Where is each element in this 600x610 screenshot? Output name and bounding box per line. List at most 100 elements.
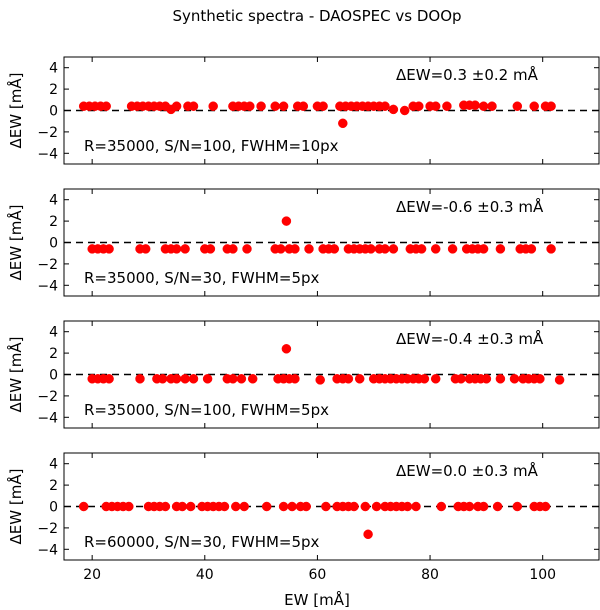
- data-points: [87, 216, 556, 254]
- data-point: [349, 501, 359, 512]
- data-point: [481, 374, 492, 384]
- data-point: [430, 101, 441, 111]
- data-point: [380, 244, 390, 254]
- y-tick-label: 0: [49, 500, 58, 516]
- config-annotation: R=60000, S/N=30, FWHM=5px: [84, 533, 320, 551]
- y-tick-label: 2: [49, 478, 58, 494]
- data-point: [256, 101, 266, 111]
- data-point: [363, 529, 373, 540]
- data-point: [281, 344, 292, 354]
- y-tick-label: 2: [49, 82, 58, 98]
- data-point: [124, 501, 134, 512]
- config-annotation: R=35000, S/N=30, FWHM=5px: [84, 269, 320, 287]
- data-point: [338, 118, 348, 129]
- data-point: [290, 374, 300, 384]
- x-tick-label: 40: [196, 567, 214, 583]
- stat-annotation: ΔEW=0.0 ±0.3 mÅ: [396, 461, 539, 480]
- data-point: [270, 101, 280, 111]
- data-point: [202, 374, 213, 384]
- figure-title: Synthetic spectra - DAOSPEC vs DOOp: [172, 7, 461, 25]
- data-point: [430, 244, 441, 254]
- y-axis-label: ΔEW [mÅ]: [6, 73, 25, 149]
- y-tick-label: 4: [49, 193, 58, 209]
- y-tick-label: 2: [49, 214, 58, 230]
- data-point: [430, 374, 441, 384]
- y-axis-label: ΔEW [mÅ]: [6, 205, 25, 281]
- data-point: [343, 374, 354, 384]
- y-tick-label: 0: [49, 236, 58, 252]
- data-point: [185, 501, 196, 512]
- data-point: [228, 374, 238, 384]
- data-point: [140, 244, 151, 254]
- y-axis-label: ΔEW [mÅ]: [6, 469, 25, 545]
- data-point: [304, 244, 314, 254]
- data-point: [135, 374, 145, 384]
- x-tick-label: 60: [309, 567, 327, 583]
- config-annotation: R=35000, S/N=100, FWHM=5px: [84, 401, 329, 419]
- y-tick-label: 4: [49, 457, 58, 473]
- data-point: [478, 244, 489, 254]
- data-point: [478, 101, 489, 111]
- data-point: [366, 244, 376, 254]
- data-point: [456, 374, 466, 384]
- data-point: [276, 244, 286, 254]
- data-point: [180, 374, 190, 384]
- data-point: [540, 501, 551, 512]
- data-point: [315, 375, 325, 385]
- data-point: [104, 244, 114, 254]
- data-points: [87, 344, 565, 385]
- data-point: [546, 101, 556, 111]
- data-point: [219, 501, 230, 512]
- x-axis-label: EW [mÅ]: [284, 590, 350, 609]
- data-point: [278, 501, 289, 512]
- y-tick-label: −4: [37, 410, 58, 426]
- data-point: [495, 244, 506, 254]
- y-tick-label: −2: [37, 257, 58, 273]
- data-point: [447, 244, 458, 254]
- data-point: [411, 501, 421, 512]
- stat-annotation: ΔEW=-0.4 ±0.3 mÅ: [396, 329, 544, 348]
- data-point: [526, 244, 537, 254]
- data-point: [329, 244, 340, 254]
- data-point: [388, 244, 399, 254]
- data-point: [287, 501, 297, 512]
- data-point: [245, 101, 255, 111]
- y-tick-label: −4: [37, 542, 58, 558]
- stat-annotation: ΔEW=-0.6 ±0.3 mÅ: [396, 197, 544, 216]
- data-point: [278, 101, 289, 111]
- data-points: [78, 100, 556, 129]
- data-point: [535, 374, 545, 384]
- data-point: [171, 101, 182, 111]
- panel-1: 4 2 0 −2 −4 ΔEW [mÅ] ΔEW=0.3 ±0.2 mÅ R=35000, S…: [6, 56, 600, 165]
- data-point: [242, 244, 252, 254]
- y-tick-label: 0: [49, 368, 58, 384]
- data-point: [512, 101, 523, 111]
- data-point: [512, 501, 523, 512]
- data-point: [380, 101, 390, 111]
- data-point: [321, 501, 331, 512]
- data-point: [78, 501, 89, 512]
- stat-annotation: ΔEW=0.3 ±0.2 mÅ: [396, 65, 539, 84]
- data-point: [104, 374, 114, 384]
- x-tick-label: 20: [83, 567, 101, 583]
- data-point: [419, 374, 430, 384]
- data-point: [101, 101, 111, 111]
- data-point: [554, 375, 565, 385]
- data-point: [301, 501, 311, 512]
- data-point: [442, 101, 452, 111]
- data-point: [205, 244, 216, 254]
- data-point: [171, 244, 182, 254]
- data-point: [298, 101, 309, 111]
- data-point: [402, 501, 413, 512]
- x-tick-label: 80: [421, 567, 439, 583]
- data-point: [388, 104, 399, 115]
- data-point: [171, 374, 182, 384]
- data-point: [236, 374, 247, 384]
- data-points: [78, 501, 551, 540]
- data-point: [188, 374, 199, 384]
- data-point: [290, 244, 300, 254]
- config-annotation: R=35000, S/N=100, FWHM=10px: [84, 137, 339, 155]
- x-tick-label: 100: [529, 567, 556, 583]
